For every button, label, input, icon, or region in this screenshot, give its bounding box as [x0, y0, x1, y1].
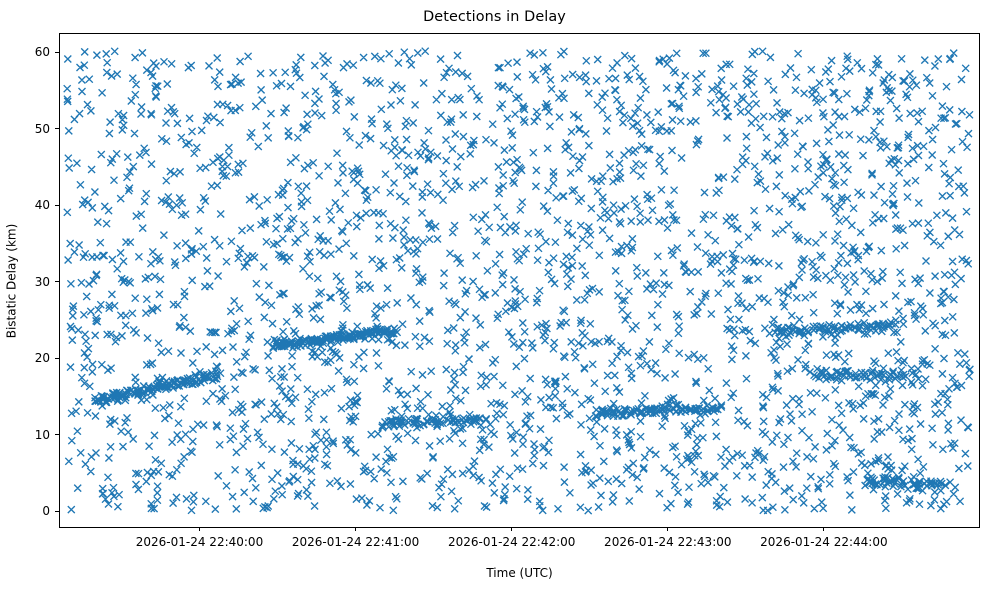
y-axis-tick-mark [55, 510, 59, 512]
y-axis-tick-mark [55, 357, 59, 359]
y-axis-tick-label: 30 [34, 274, 50, 289]
x-axis-tick-mark [198, 527, 201, 531]
y-axis-tick-label: 20 [34, 351, 50, 366]
y-axis-tick-label: 60 [34, 45, 50, 60]
x-axis-tick-label: 2026-01-24 22:41:00 [291, 535, 420, 549]
y-axis-tick-label: 40 [34, 198, 50, 213]
scatter-marker-path [63, 47, 974, 515]
page-title: Detections in Delay [423, 9, 566, 25]
x-axis-tick-label: 2026-01-24 22:44:00 [760, 535, 888, 549]
y-axis-tick-label: 0 [42, 504, 50, 519]
x-axis-tick-mark [667, 527, 669, 531]
x-axis-tick-label: 2026-01-24 22:40:00 [135, 535, 264, 549]
y-axis-tick-mark [55, 51, 59, 53]
y-axis-tick-label: 10 [34, 427, 50, 442]
scatter-series [63, 47, 974, 515]
x-axis-tick-label: 2026-01-24 22:43:00 [604, 535, 732, 549]
y-axis-tick-mark [55, 128, 59, 130]
x-axis-label: Time (UTC) [486, 566, 553, 580]
y-axis-tick-mark [55, 434, 59, 436]
plot-area [59, 33, 980, 528]
y-axis-tick-label: 50 [34, 121, 50, 136]
x-axis-tick-mark [355, 527, 357, 531]
x-axis-tick-label: 2026-01-24 22:42:00 [447, 535, 576, 549]
y-axis-tick-mark [55, 204, 59, 206]
x-axis-tick-mark [511, 527, 513, 531]
y-axis-tick-mark [55, 281, 59, 283]
x-axis-tick-mark [823, 527, 825, 531]
scatter-markers [63, 47, 974, 515]
